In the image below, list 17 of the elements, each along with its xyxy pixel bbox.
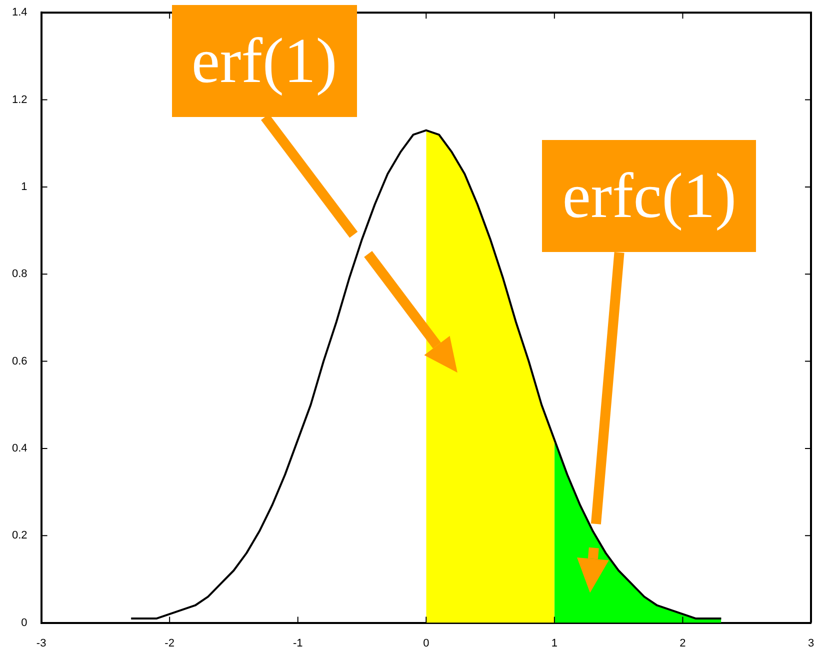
x-tick-label: -2 xyxy=(164,637,174,650)
y-tick-label: 1.2 xyxy=(12,94,28,106)
y-tick-label: 0 xyxy=(21,616,28,629)
x-tick-label: 3 xyxy=(808,637,814,650)
annotation: erf(1) xyxy=(172,5,358,118)
y-tick-label: 0.2 xyxy=(12,530,28,542)
y-tick-label: 0.8 xyxy=(12,268,28,280)
y-tick-label: 1 xyxy=(21,180,28,193)
x-tick-label: 2 xyxy=(680,637,686,650)
y-tick-label: 0.4 xyxy=(12,442,28,454)
x-tick-label: 0 xyxy=(423,637,430,650)
x-tick-label: 1 xyxy=(551,637,558,650)
y-tick-label: 0.6 xyxy=(12,355,28,368)
y-tick-label: 1.4 xyxy=(12,6,28,19)
annotation: erfc(1) xyxy=(542,140,756,252)
x-tick-label: -1 xyxy=(292,637,303,650)
x-tick-label: -3 xyxy=(36,637,46,650)
